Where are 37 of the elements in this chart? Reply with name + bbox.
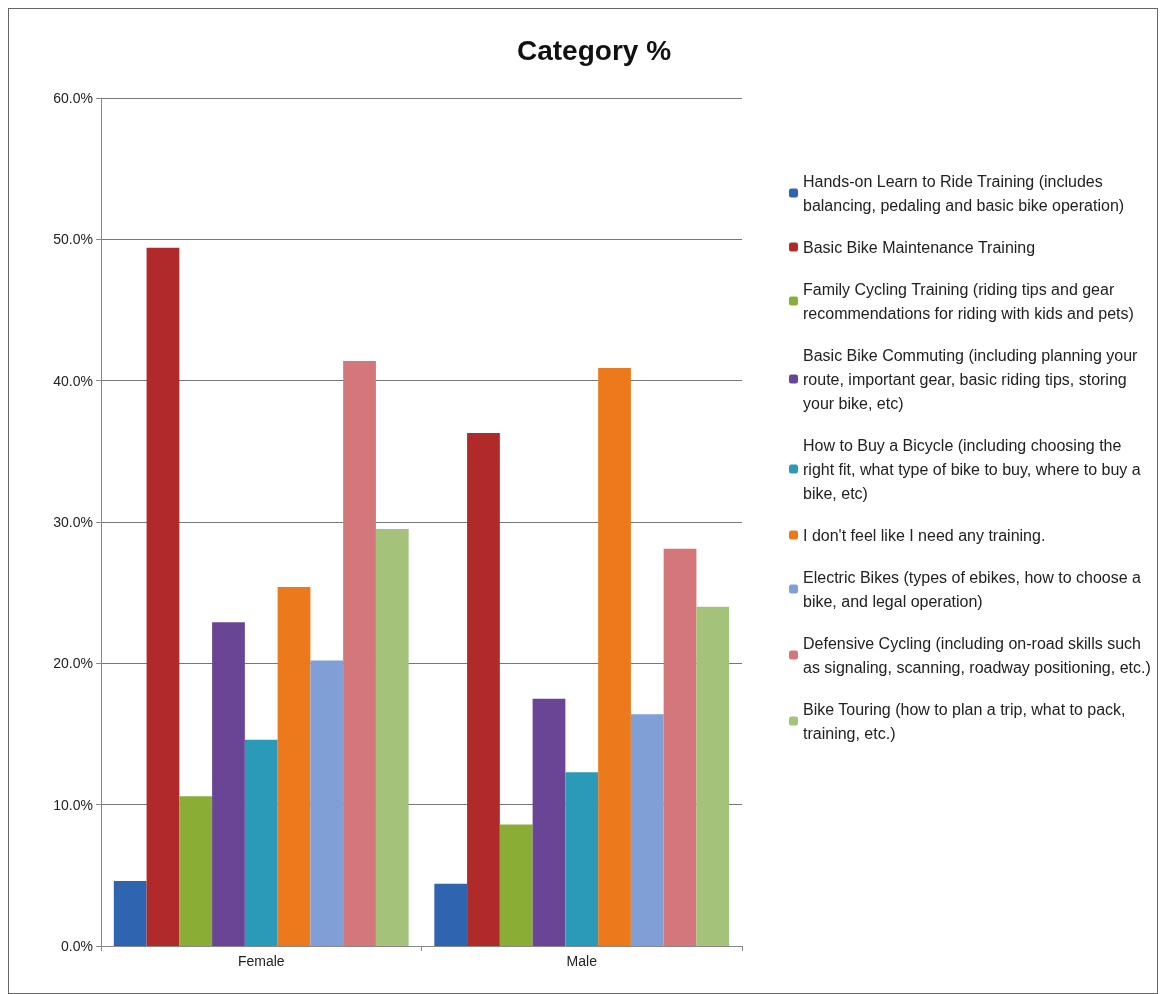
bar (113, 880, 147, 946)
bar (244, 739, 278, 946)
bar (277, 587, 311, 946)
bar (375, 529, 409, 946)
y-tick-label: 50.0% (53, 231, 93, 248)
bar (310, 660, 344, 946)
bar (598, 367, 631, 946)
bar (663, 548, 697, 946)
x-tick-label: Female (237, 953, 285, 969)
y-tick-label: 0.0% (61, 938, 93, 954)
bar (499, 824, 533, 946)
bar (467, 432, 500, 946)
bar (565, 772, 599, 946)
legend-label: Bike Touring (how to plan a trip, what to pack, training, etc.) (803, 700, 1130, 742)
bar (179, 796, 213, 946)
bar (146, 247, 180, 946)
x-tick-label: Male (566, 953, 598, 969)
bar (630, 714, 664, 946)
legend-label: Basic Bike Maintenance Training (803, 238, 1036, 256)
bar (212, 622, 245, 946)
legend-label: Defensive Cycling (including on-road skills such as signaling, scanning, roadway positioning, etc.) (803, 634, 1151, 676)
legend-label: Electric Bikes (types of ebikes, how to choose a bike, and legal operation) (803, 568, 1146, 610)
y-tick-label: 60.0% (53, 90, 93, 106)
legend-label: Hands-on Learn to Ride Training (includes balancing, pedaling and basic bike operation) (803, 172, 1125, 214)
bar (434, 883, 468, 946)
legend-label: I don't feel like I need any training. (803, 526, 1046, 544)
y-tick-label: 20.0% (53, 655, 93, 672)
legend-label: How to Buy a Bicycle (including choosing the right fit, what type of bike to buy, where to buy a bike, etc) (803, 436, 1146, 502)
bar (343, 360, 376, 946)
bar (532, 698, 566, 946)
y-tick-label: 30.0% (53, 514, 93, 530)
legend-label: Family Cycling Training (riding tips and gear recommendations for riding with kids and pets) (803, 280, 1134, 322)
legend-label: Basic Bike Commuting (including planning your route, important gear, basic riding tips, storing your bike, etc) (803, 346, 1142, 412)
y-tick-label: 40.0% (53, 372, 93, 389)
y-tick-label: 10.0% (53, 796, 93, 813)
bar (696, 606, 730, 946)
chart-title: Category % (516, 34, 672, 66)
